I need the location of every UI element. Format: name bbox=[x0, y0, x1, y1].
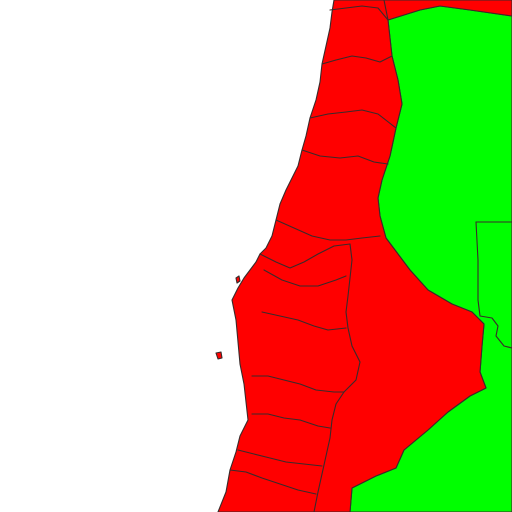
island-north bbox=[235, 275, 241, 284]
island-south bbox=[215, 351, 223, 360]
internal-borders bbox=[229, 0, 512, 512]
highlighted-coastal-region[interactable] bbox=[217, 0, 512, 512]
